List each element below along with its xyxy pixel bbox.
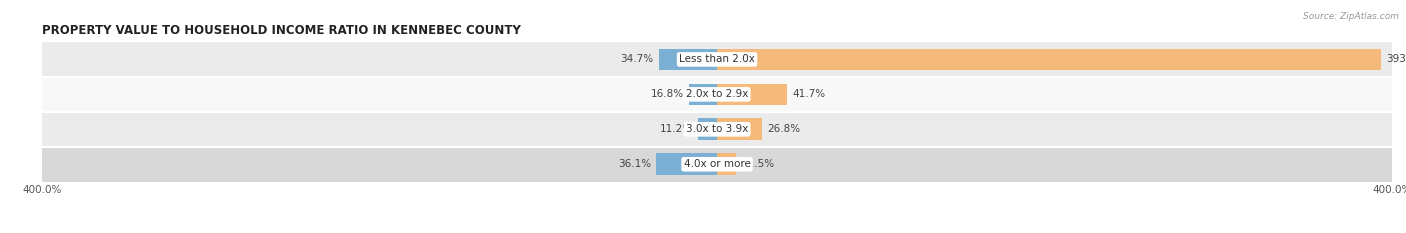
Bar [717, 118, 762, 140]
Text: 41.7%: 41.7% [793, 89, 825, 99]
Bar [42, 112, 1392, 147]
Text: PROPERTY VALUE TO HOUSEHOLD INCOME RATIO IN KENNEBEC COUNTY: PROPERTY VALUE TO HOUSEHOLD INCOME RATIO… [42, 24, 522, 37]
Bar [717, 154, 737, 175]
Text: Source: ZipAtlas.com: Source: ZipAtlas.com [1303, 12, 1399, 21]
Bar [658, 49, 717, 70]
Text: 26.8%: 26.8% [768, 124, 800, 134]
Bar [657, 154, 717, 175]
Bar [42, 77, 1392, 112]
Text: 34.7%: 34.7% [620, 55, 654, 64]
Bar [699, 118, 717, 140]
Text: 393.7%: 393.7% [1386, 55, 1406, 64]
Text: 2.0x to 2.9x: 2.0x to 2.9x [686, 89, 748, 99]
Text: 11.5%: 11.5% [741, 159, 775, 169]
Text: Less than 2.0x: Less than 2.0x [679, 55, 755, 64]
Legend: Without Mortgage, With Mortgage: Without Mortgage, With Mortgage [603, 231, 831, 233]
Bar [717, 84, 787, 105]
Bar [689, 84, 717, 105]
Bar [42, 42, 1392, 77]
Bar [717, 49, 1381, 70]
Text: 4.0x or more: 4.0x or more [683, 159, 751, 169]
Text: 16.8%: 16.8% [651, 89, 683, 99]
Text: 11.2%: 11.2% [659, 124, 693, 134]
Text: 36.1%: 36.1% [619, 159, 651, 169]
Bar [42, 147, 1392, 182]
Text: 3.0x to 3.9x: 3.0x to 3.9x [686, 124, 748, 134]
